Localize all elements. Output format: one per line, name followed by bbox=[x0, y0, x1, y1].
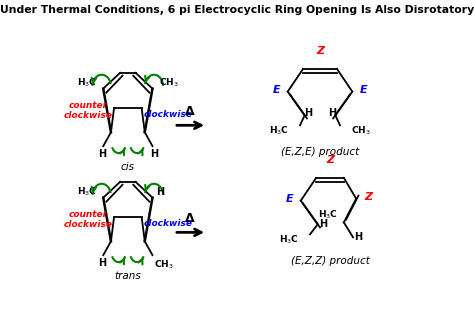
Text: H$_3$C: H$_3$C bbox=[77, 76, 97, 89]
Text: E: E bbox=[285, 194, 293, 204]
Text: Z: Z bbox=[326, 155, 334, 165]
Text: H: H bbox=[98, 258, 106, 268]
Text: counter
clockwise: counter clockwise bbox=[64, 210, 112, 229]
Text: (E,Z,E) product: (E,Z,E) product bbox=[281, 147, 359, 157]
Text: Z: Z bbox=[316, 46, 324, 56]
Text: (E,Z,Z) product: (E,Z,Z) product bbox=[291, 256, 369, 266]
Text: cis: cis bbox=[121, 162, 135, 172]
Text: CH$_3$: CH$_3$ bbox=[159, 76, 178, 89]
Text: H$_3$C: H$_3$C bbox=[319, 208, 338, 221]
Text: H$_3$C: H$_3$C bbox=[269, 124, 289, 136]
Text: H: H bbox=[150, 149, 158, 159]
Text: Under Thermal Conditions, 6 pi Electrocyclic Ring Opening Is Also Disrotatory: Under Thermal Conditions, 6 pi Electrocy… bbox=[0, 5, 474, 15]
Text: H$_3$C: H$_3$C bbox=[279, 233, 299, 245]
Text: CH$_3$: CH$_3$ bbox=[351, 124, 371, 136]
Text: H: H bbox=[304, 108, 312, 118]
Text: H: H bbox=[319, 219, 328, 229]
Text: clockwise: clockwise bbox=[143, 110, 192, 119]
Text: H: H bbox=[98, 149, 106, 159]
Text: H: H bbox=[355, 232, 363, 242]
Text: Z: Z bbox=[364, 192, 372, 202]
Text: Δ: Δ bbox=[185, 212, 195, 225]
Text: E: E bbox=[360, 85, 368, 95]
Text: E: E bbox=[273, 85, 280, 95]
Text: Δ: Δ bbox=[185, 105, 195, 118]
Text: H: H bbox=[328, 108, 337, 118]
Text: H: H bbox=[156, 187, 164, 197]
Text: trans: trans bbox=[115, 271, 141, 281]
Text: counter
clockwise: counter clockwise bbox=[64, 101, 112, 120]
Text: clockwise: clockwise bbox=[143, 219, 192, 228]
Text: H$_3$C: H$_3$C bbox=[77, 185, 97, 198]
Text: CH$_3$: CH$_3$ bbox=[154, 258, 173, 271]
